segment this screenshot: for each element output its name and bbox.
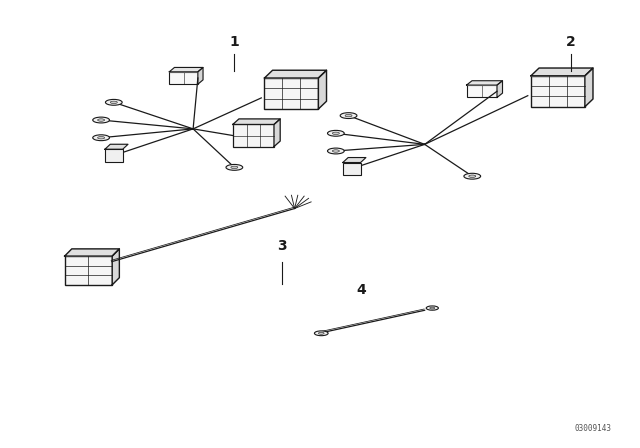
Bar [65, 256, 112, 285]
Ellipse shape [464, 173, 481, 179]
Text: 03009143: 03009143 [575, 424, 612, 433]
Polygon shape [264, 70, 326, 78]
Ellipse shape [231, 166, 238, 168]
Ellipse shape [93, 117, 109, 123]
Ellipse shape [426, 306, 438, 310]
Text: 3: 3 [277, 239, 287, 253]
Ellipse shape [340, 113, 357, 119]
Ellipse shape [98, 137, 104, 139]
Polygon shape [319, 70, 326, 109]
Polygon shape [112, 249, 119, 285]
Ellipse shape [345, 114, 352, 117]
Ellipse shape [332, 150, 339, 152]
Ellipse shape [314, 331, 328, 336]
Ellipse shape [319, 332, 324, 334]
Bar [467, 85, 497, 98]
Bar [531, 76, 585, 107]
Bar [170, 72, 198, 84]
Ellipse shape [429, 307, 435, 309]
Ellipse shape [110, 101, 117, 103]
Polygon shape [343, 158, 366, 163]
Bar [264, 78, 319, 109]
Ellipse shape [332, 132, 339, 134]
Polygon shape [531, 68, 593, 76]
Ellipse shape [106, 99, 122, 105]
Polygon shape [274, 119, 280, 146]
Bar [105, 149, 123, 162]
Polygon shape [233, 119, 280, 125]
Polygon shape [105, 144, 128, 149]
Ellipse shape [328, 148, 344, 154]
Ellipse shape [93, 135, 109, 141]
Polygon shape [467, 81, 502, 85]
Bar [233, 125, 274, 146]
Text: 1: 1 [230, 35, 239, 49]
Bar [343, 163, 360, 175]
Polygon shape [198, 68, 203, 84]
Ellipse shape [226, 164, 243, 170]
Polygon shape [497, 81, 502, 98]
Ellipse shape [98, 119, 104, 121]
Polygon shape [65, 249, 119, 256]
Ellipse shape [468, 175, 476, 177]
Text: 4: 4 [356, 283, 366, 297]
Ellipse shape [328, 130, 344, 136]
Polygon shape [170, 68, 203, 72]
Text: 2: 2 [566, 35, 575, 49]
Polygon shape [585, 68, 593, 107]
